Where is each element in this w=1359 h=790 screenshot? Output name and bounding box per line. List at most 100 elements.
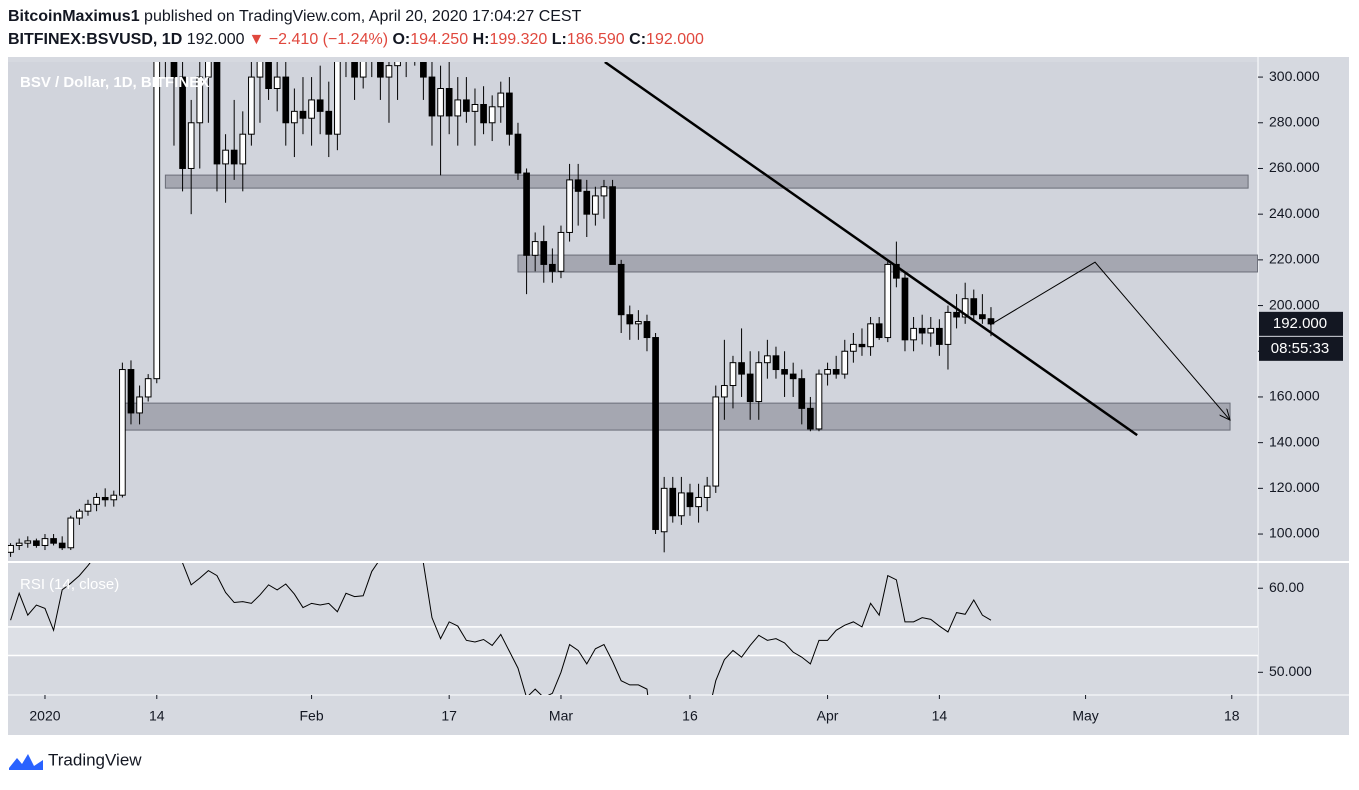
change: ▼ −2.410 (−1.24%): [249, 31, 388, 48]
candle-body: [557, 231, 565, 272]
y-tick-label: 240.000: [1269, 205, 1320, 221]
candle-body: [970, 298, 978, 316]
candle-body: [58, 542, 66, 549]
y-tick-label: 160.000: [1269, 388, 1320, 404]
published: published on TradingView.com, April 20, …: [144, 8, 582, 25]
candle-body: [781, 369, 788, 375]
candle-body: [420, 62, 427, 78]
candle-body: [136, 396, 143, 414]
candle-body: [187, 122, 195, 169]
candle-body: [506, 92, 513, 135]
last: 192.000: [187, 31, 245, 48]
candle-body: [703, 485, 711, 498]
candle-body: [24, 540, 32, 544]
candle-body: [488, 106, 496, 124]
candle-body: [789, 373, 797, 380]
l-label: L:: [552, 31, 567, 48]
candle-body: [583, 190, 591, 215]
brand: TradingView: [48, 750, 142, 769]
candle-body: [798, 378, 806, 409]
candle-body: [15, 542, 23, 546]
candle-body: [721, 385, 728, 398]
candle-body: [549, 263, 556, 272]
candle-body: [480, 103, 487, 124]
x-tick-label: May: [1072, 708, 1098, 724]
candle-body: [695, 496, 702, 508]
candle-body: [325, 110, 333, 135]
candle-body: [523, 172, 530, 256]
countdown-tag: [1259, 336, 1343, 361]
candle-body: [67, 517, 75, 549]
candle-body: [729, 362, 737, 387]
candle-body: [196, 76, 204, 124]
candle-body: [893, 263, 900, 279]
price-pane: [8, 62, 1258, 561]
candle-body: [953, 311, 960, 318]
candle-body: [170, 62, 178, 78]
candle-body: [987, 318, 995, 325]
candle-body: [359, 62, 367, 78]
rsi-band: [8, 626, 1258, 656]
candle-body: [76, 510, 83, 519]
candle-body: [574, 179, 582, 192]
x-tick-label: Mar: [549, 708, 573, 724]
candle-body: [299, 110, 307, 119]
watermark: BSV / Dollar, 1D, BITFINEX: [20, 74, 209, 91]
rsi-label: RSI (14, close): [20, 576, 119, 593]
candle-body: [678, 492, 685, 517]
candle-body: [841, 350, 849, 375]
candle-body: [712, 396, 720, 487]
x-tick-label: 16: [682, 708, 698, 724]
candle-body: [273, 76, 281, 90]
candle-body: [119, 369, 126, 496]
candle-body: [884, 263, 892, 339]
logo-mark: [9, 754, 43, 770]
candle-body: [961, 298, 969, 318]
candle-body: [669, 487, 677, 517]
header-quote: BITFINEX:BSVUSD, 1D 192.000 ▼ −2.410 (−1.…: [8, 31, 704, 48]
candle-body: [110, 494, 118, 501]
candle-body: [463, 99, 470, 112]
candle-body: [394, 62, 401, 67]
candle-body: [910, 327, 917, 341]
publisher: BitcoinMaximus1: [8, 8, 140, 25]
candle-body: [377, 62, 384, 78]
candle-body: [153, 62, 161, 380]
rsi-tick-label: 60.00: [1269, 579, 1304, 595]
rsi-plot: [8, 563, 1258, 695]
candle-body: [850, 343, 857, 352]
candle-body: [282, 76, 290, 124]
candle-body: [540, 241, 548, 265]
candle-body: [144, 378, 152, 398]
y-tick-label: 120.000: [1269, 479, 1320, 495]
candle-body: [256, 62, 264, 78]
candle-body: [807, 407, 814, 430]
c: 192.000: [646, 31, 704, 48]
x-tick-label: 14: [932, 708, 948, 724]
logo: [9, 754, 43, 770]
candle-body: [738, 362, 745, 375]
candle-body: [437, 88, 444, 117]
candle-body: [936, 327, 943, 345]
price-plot: [8, 62, 1258, 557]
candle-body: [643, 321, 651, 339]
candle-body: [824, 369, 831, 375]
candle-body: [746, 373, 754, 403]
candle-body: [179, 76, 186, 169]
candle-body: [8, 544, 14, 553]
l: 186.590: [567, 31, 625, 48]
o: 194.250: [410, 31, 468, 48]
candle-body: [93, 496, 100, 505]
candle-body: [230, 149, 238, 165]
candle-body: [652, 337, 659, 530]
candle-body: [660, 487, 668, 533]
candle-body: [944, 311, 952, 345]
candle-body: [635, 321, 642, 325]
rsi-line: [10, 563, 992, 695]
y-tick-label: 140.000: [1269, 433, 1320, 449]
y-tick-label: 280.000: [1269, 113, 1320, 129]
candle-body: [291, 110, 298, 124]
candle-body: [617, 263, 625, 316]
candle-body: [832, 369, 840, 375]
